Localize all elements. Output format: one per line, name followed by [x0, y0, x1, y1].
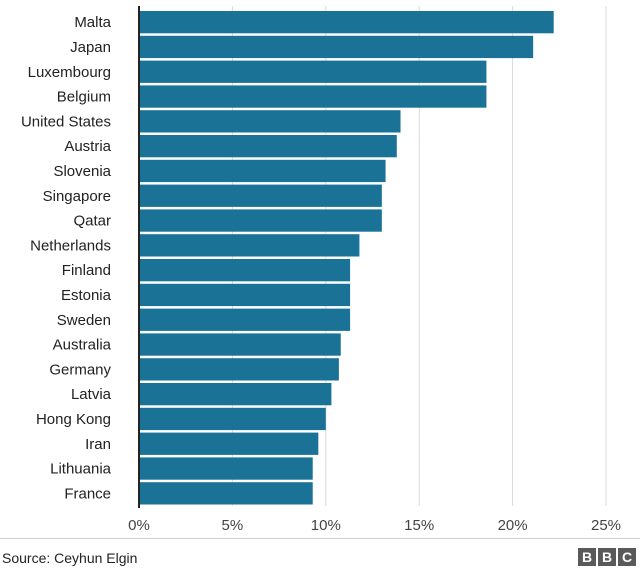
- bar: [139, 358, 339, 381]
- x-tick-label: 15%: [404, 517, 434, 534]
- bar: [139, 135, 397, 158]
- category-labels: Malta Japan Luxembourg Belgium United States…: [21, 14, 112, 502]
- bar: [139, 60, 487, 83]
- category-label: Australia: [53, 337, 112, 354]
- bar: [139, 184, 382, 207]
- bar: [139, 407, 326, 431]
- category-label: Latvia: [71, 386, 112, 403]
- category-label: Singapore: [43, 188, 111, 205]
- x-tick-label: 10%: [311, 517, 341, 534]
- bar: [139, 457, 313, 480]
- footer-divider: [0, 538, 640, 539]
- source-note: Source: Ceyhun Elgin: [2, 550, 138, 566]
- category-label: Qatar: [73, 213, 111, 230]
- bar: [139, 283, 351, 307]
- bar: [139, 383, 332, 406]
- x-axis-ticks: 0% 5% 10% 15% 20% 25%: [128, 517, 621, 534]
- category-label: Netherlands: [30, 237, 111, 254]
- x-tick-label: 25%: [591, 517, 621, 534]
- category-label: Hong Kong: [36, 411, 111, 428]
- logo-letter: B: [578, 548, 596, 566]
- bbc-logo: B B C: [578, 548, 636, 566]
- x-tick-label: 20%: [498, 517, 528, 534]
- logo-letter: C: [618, 548, 636, 566]
- bars: [139, 11, 554, 505]
- bar: [139, 432, 319, 455]
- bar: [139, 482, 313, 505]
- category-label: France: [64, 485, 111, 502]
- bar-chart: Malta Japan Luxembourg Belgium United States…: [21, 6, 621, 534]
- category-label: Estonia: [61, 287, 112, 304]
- bar: [139, 234, 360, 257]
- footer: Source: Ceyhun Elgin B B C: [0, 538, 640, 570]
- bar: [139, 35, 534, 59]
- bar: [139, 85, 487, 108]
- x-tick-label: 0%: [128, 517, 150, 534]
- category-label: United States: [21, 113, 111, 130]
- category-label: Finland: [62, 262, 111, 279]
- category-label: Sweden: [57, 312, 111, 329]
- category-label: Malta: [74, 14, 111, 31]
- bar: [139, 308, 351, 331]
- bar: [139, 159, 386, 183]
- category-label: Belgium: [57, 89, 111, 106]
- category-label: Germany: [49, 361, 111, 378]
- category-label: Luxembourg: [28, 64, 111, 81]
- bar: [139, 259, 351, 282]
- logo-letter: B: [598, 548, 616, 566]
- category-label: Slovenia: [53, 163, 111, 180]
- category-label: Japan: [70, 39, 111, 56]
- x-tick-label: 5%: [222, 517, 244, 534]
- category-label: Lithuania: [50, 461, 112, 478]
- category-label: Iran: [85, 436, 111, 453]
- bar: [139, 333, 341, 356]
- bar: [139, 209, 382, 232]
- bar: [139, 110, 401, 133]
- category-label: Austria: [64, 138, 111, 155]
- bar: [139, 11, 554, 34]
